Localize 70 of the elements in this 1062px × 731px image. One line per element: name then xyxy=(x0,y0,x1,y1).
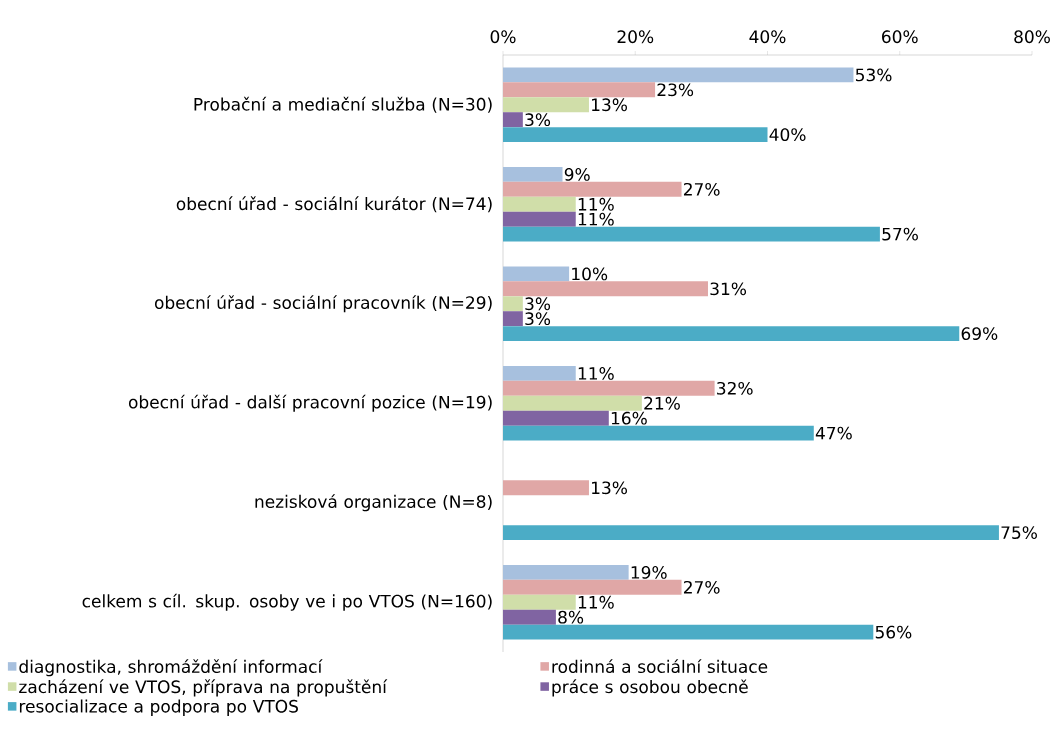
x-tick-label: 40% xyxy=(749,30,786,44)
bar xyxy=(503,326,960,342)
bar xyxy=(503,196,576,212)
data-label: 69% xyxy=(961,327,998,341)
bar xyxy=(503,67,854,83)
y-tick-label: obecní úřad - další pracovní pozice (N=19) xyxy=(128,394,492,412)
data-label: 13% xyxy=(592,481,627,495)
bar xyxy=(503,97,589,113)
legend-label: diagnostika, shromáždění informací xyxy=(19,659,323,677)
data-label: 11% xyxy=(578,197,614,211)
x-tick-label: 60% xyxy=(882,30,918,44)
bar xyxy=(503,410,609,426)
bar xyxy=(503,525,999,541)
data-label: 21% xyxy=(644,396,680,410)
y-tick-label: Probační a mediační služba (N=30) xyxy=(194,96,492,113)
bar xyxy=(503,624,874,640)
data-label: 40% xyxy=(769,128,806,142)
data-label: 16% xyxy=(611,411,647,425)
data-label: 23% xyxy=(657,83,694,97)
y-tick-label: celkem s cíl. skup. osoby ve i po VTOS (N=160) xyxy=(82,593,492,611)
data-label: 10% xyxy=(572,267,608,281)
bar xyxy=(503,112,523,128)
bar xyxy=(503,425,814,441)
bar xyxy=(503,166,563,182)
bar xyxy=(503,365,576,381)
bar xyxy=(503,311,523,327)
data-label: 27% xyxy=(683,182,720,196)
bar xyxy=(503,82,656,98)
data-label: 19% xyxy=(631,565,667,579)
bar xyxy=(503,266,570,282)
bar xyxy=(503,181,682,197)
data-label: 27% xyxy=(683,580,720,594)
data-label: 32% xyxy=(717,381,753,395)
data-label: 11% xyxy=(578,595,614,609)
data-label: 53% xyxy=(855,68,892,82)
bar xyxy=(503,609,556,625)
bar xyxy=(503,226,880,242)
legend-label: zacházení ve VTOS, příprava na propuštění xyxy=(19,679,388,697)
data-label: 57% xyxy=(882,227,918,241)
y-tick-label: obecní úřad - sociální pracovník (N=29) xyxy=(154,295,492,313)
data-label: 11% xyxy=(578,212,614,226)
bar xyxy=(503,296,523,312)
bar xyxy=(503,395,642,411)
bar xyxy=(503,281,708,297)
data-label: 13% xyxy=(592,98,627,112)
x-tick-label: 20% xyxy=(617,30,654,44)
bar xyxy=(503,380,715,396)
data-label: 31% xyxy=(710,282,747,296)
bar xyxy=(503,480,589,496)
data-label: 11% xyxy=(578,366,614,380)
data-label: 3% xyxy=(525,312,551,326)
y-tick-label: obecní úřad - sociální kurátor (N=74) xyxy=(176,196,492,213)
legend-label: práce s osobou obecně xyxy=(552,679,748,697)
legend-label: resocializace a podpora po VTOS xyxy=(19,699,298,716)
data-label: 3% xyxy=(525,297,551,311)
data-label: 9% xyxy=(564,167,590,181)
legend-label: rodinná a sociální situace xyxy=(552,659,768,674)
bar xyxy=(503,211,576,227)
bar xyxy=(503,579,682,595)
bar xyxy=(503,594,576,610)
bar xyxy=(503,564,629,580)
data-label: 56% xyxy=(875,625,912,639)
x-tick-label: 0% xyxy=(490,30,516,44)
y-tick-label: nezisková organizace (N=8) xyxy=(255,494,492,512)
data-label: 3% xyxy=(525,113,551,127)
data-label: 75% xyxy=(1001,526,1037,540)
x-tick-label: 80% xyxy=(1014,30,1050,44)
data-label: 47% xyxy=(815,426,852,440)
bar xyxy=(503,127,768,143)
data-label: 8% xyxy=(558,610,584,624)
